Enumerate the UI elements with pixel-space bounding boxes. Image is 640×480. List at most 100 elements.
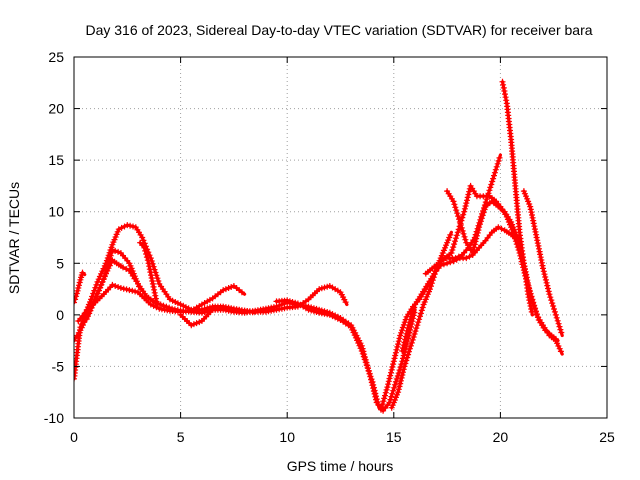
data-point — [403, 357, 410, 364]
data-point — [397, 332, 404, 339]
data-point — [455, 213, 462, 220]
data-point — [399, 348, 406, 354]
data-point — [98, 281, 105, 288]
series-line — [76, 283, 247, 323]
data-point — [160, 302, 167, 309]
data-point — [359, 350, 366, 357]
data-point — [531, 223, 538, 230]
data-point — [462, 203, 469, 209]
series-arc-1 — [74, 269, 87, 306]
data-point — [148, 258, 155, 264]
data-point — [554, 317, 561, 324]
grid-lines — [74, 57, 607, 418]
data-point — [395, 338, 402, 345]
data-point — [127, 222, 134, 229]
data-point — [451, 201, 458, 208]
data-point — [86, 310, 93, 317]
data-point — [355, 340, 362, 346]
data-point — [553, 314, 560, 321]
data-point — [126, 287, 133, 294]
series-line — [179, 300, 417, 413]
data-point — [395, 370, 402, 377]
data-point — [552, 337, 559, 344]
data-point — [375, 401, 382, 408]
data-point — [79, 269, 86, 276]
data-point — [398, 361, 405, 368]
data-point — [410, 334, 417, 340]
data-point — [542, 274, 549, 280]
data-point — [201, 309, 208, 315]
series-arc-10 — [388, 153, 503, 411]
data-point — [556, 323, 563, 330]
data-point — [305, 306, 312, 313]
x-tick-label: 10 — [279, 429, 295, 445]
data-point — [449, 247, 456, 253]
data-point — [361, 356, 368, 363]
data-point — [399, 358, 406, 365]
data-point — [475, 227, 482, 234]
data-point — [395, 341, 402, 348]
data-point — [334, 315, 341, 322]
data-point — [463, 200, 470, 207]
data-point — [103, 267, 110, 274]
data-point — [373, 393, 379, 400]
data-point — [174, 300, 181, 307]
data-point — [416, 316, 423, 323]
y-tick-label: 0 — [56, 307, 64, 323]
data-point — [130, 223, 136, 230]
data-point — [101, 272, 108, 279]
data-point — [479, 212, 486, 219]
data-point — [543, 279, 550, 286]
data-point — [74, 299, 77, 306]
data-point — [480, 209, 487, 216]
data-point — [452, 204, 459, 211]
data-point — [220, 287, 227, 294]
data-point — [367, 373, 374, 380]
data-point — [284, 297, 291, 304]
data-point — [491, 169, 498, 176]
data-point — [470, 247, 477, 254]
data-point — [362, 359, 369, 366]
data-point — [534, 240, 541, 247]
data-point — [408, 339, 415, 346]
data-point — [394, 343, 401, 350]
data-point — [91, 299, 98, 306]
data-point — [115, 226, 122, 233]
data-point — [74, 290, 80, 297]
series-line — [74, 223, 257, 381]
data-point — [481, 206, 488, 213]
data-point — [139, 234, 146, 241]
data-point — [152, 269, 159, 276]
data-point — [193, 320, 200, 327]
data-point — [466, 253, 473, 260]
plot-frame — [73, 56, 608, 419]
data-point — [463, 255, 470, 262]
x-axis-label: GPS time / hours — [287, 458, 394, 474]
data-point — [388, 366, 395, 373]
data-point — [273, 303, 280, 310]
axis-ticks: 0 5 10 15 20 25 -10 -5 0 5 10 15 20 25 — [44, 49, 615, 445]
data-point — [419, 304, 426, 311]
data-point — [407, 316, 414, 323]
data-point — [389, 390, 396, 397]
data-point — [391, 384, 398, 391]
data-point — [106, 258, 112, 265]
data-point — [460, 211, 467, 218]
data-point — [454, 229, 461, 236]
y-tick-label: 5 — [56, 255, 64, 271]
data-point — [533, 234, 540, 241]
x-tick-label: 25 — [599, 429, 615, 445]
data-point — [155, 278, 162, 284]
data-point — [538, 257, 545, 263]
data-point — [342, 299, 349, 306]
data-point — [444, 260, 451, 267]
data-point — [393, 346, 400, 353]
data-point — [529, 214, 536, 221]
data-point — [385, 378, 392, 385]
data-point — [486, 187, 493, 194]
data-point — [498, 225, 505, 232]
series-line — [390, 153, 502, 410]
data-point — [459, 214, 466, 221]
data-point — [169, 297, 176, 304]
